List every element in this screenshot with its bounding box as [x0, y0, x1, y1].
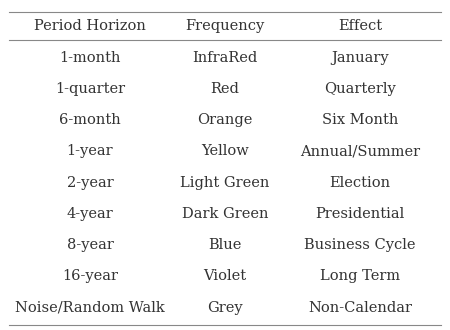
- Text: 16-year: 16-year: [62, 270, 118, 283]
- Text: Blue: Blue: [208, 238, 242, 252]
- Text: 6-month: 6-month: [59, 113, 121, 127]
- Text: Violet: Violet: [203, 270, 247, 283]
- Text: Yellow: Yellow: [201, 145, 249, 158]
- Text: Noise/Random Walk: Noise/Random Walk: [15, 301, 165, 315]
- Text: 1-quarter: 1-quarter: [55, 82, 125, 96]
- Text: Grey: Grey: [207, 301, 243, 315]
- Text: Six Month: Six Month: [322, 113, 398, 127]
- Text: Frequency: Frequency: [185, 19, 265, 33]
- Text: InfraRed: InfraRed: [193, 50, 257, 65]
- Text: Election: Election: [329, 176, 391, 190]
- Text: 2-year: 2-year: [67, 176, 113, 190]
- Text: 8-year: 8-year: [67, 238, 113, 252]
- Text: Long Term: Long Term: [320, 270, 400, 283]
- Text: 1-month: 1-month: [59, 50, 121, 65]
- Text: Presidential: Presidential: [315, 207, 405, 221]
- Text: 1-year: 1-year: [67, 145, 113, 158]
- Text: Annual/Summer: Annual/Summer: [300, 145, 420, 158]
- Text: Dark Green: Dark Green: [182, 207, 268, 221]
- Text: Orange: Orange: [197, 113, 253, 127]
- Text: 4-year: 4-year: [67, 207, 113, 221]
- Text: Quarterly: Quarterly: [324, 82, 396, 96]
- Text: Red: Red: [211, 82, 239, 96]
- Text: Non-Calendar: Non-Calendar: [308, 301, 412, 315]
- Text: Period Horizon: Period Horizon: [34, 19, 146, 33]
- Text: Effect: Effect: [338, 19, 382, 33]
- Text: Business Cycle: Business Cycle: [304, 238, 416, 252]
- Text: Light Green: Light Green: [180, 176, 270, 190]
- Text: January: January: [331, 50, 389, 65]
